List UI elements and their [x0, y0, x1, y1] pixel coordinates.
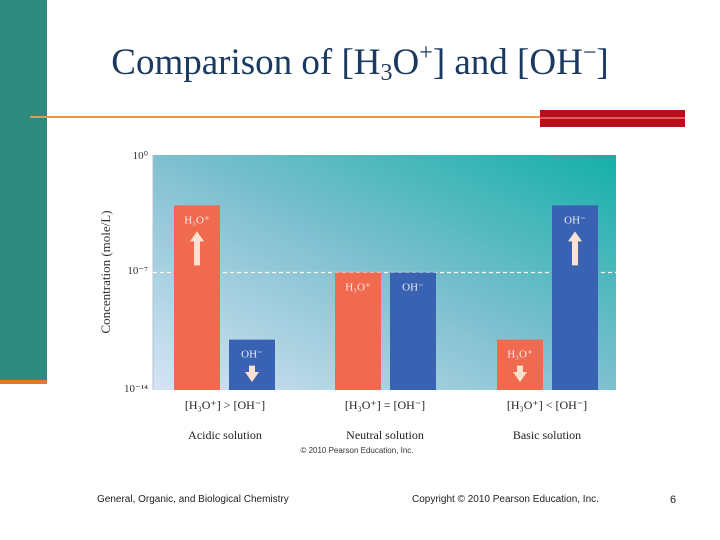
comparison-label: [H₃O⁺] = [OH⁻]	[345, 398, 425, 412]
arrow-down-icon	[245, 365, 259, 382]
bar-label: H₃O⁺	[345, 282, 371, 294]
h3o-bar	[335, 272, 381, 390]
bar-label: OH⁻	[564, 214, 586, 226]
footer-course-title: General, Organic, and Biological Chemist…	[97, 494, 289, 505]
oh-bar	[390, 272, 436, 390]
y-tick-label: 10⁻⁷	[127, 265, 148, 277]
slide-title: Comparison of [H3O+] and [OH−]	[111, 40, 609, 86]
y-tick-label: 10⁰	[133, 150, 149, 162]
y-axis-label: Concentration (mole/L)	[98, 210, 113, 333]
category-label: Acidic solution	[188, 428, 262, 442]
title-accent-line	[540, 117, 685, 119]
category-label: Neutral solution	[346, 428, 424, 442]
bar-label: OH⁻	[402, 282, 424, 294]
bar-label: H₃O⁺	[507, 349, 533, 361]
arrow-down-icon	[513, 365, 527, 382]
y-tick-label: 10⁻¹⁴	[124, 383, 148, 395]
title-underline	[30, 116, 684, 118]
page-number: 6	[670, 494, 677, 506]
chart-credit: © 2010 Pearson Education, Inc.	[300, 446, 413, 455]
category-label: Basic solution	[513, 428, 581, 442]
footer-copyright: Copyright © 2010 Pearson Education, Inc.	[412, 494, 599, 505]
arrow-up-icon	[190, 231, 204, 266]
oh-bar	[229, 339, 275, 390]
comparison-label: [H₃O⁺] < [OH⁻]	[507, 398, 587, 412]
comparison-label: [H₃O⁺] > [OH⁻]	[185, 398, 265, 412]
bar-label: H₃O⁺	[184, 214, 210, 226]
h3o-bar	[497, 339, 543, 390]
sidebar-accent-strip	[0, 380, 47, 384]
arrow-up-icon	[568, 231, 582, 266]
slide-sidebar	[0, 0, 47, 383]
bar-label: OH⁻	[241, 349, 263, 361]
